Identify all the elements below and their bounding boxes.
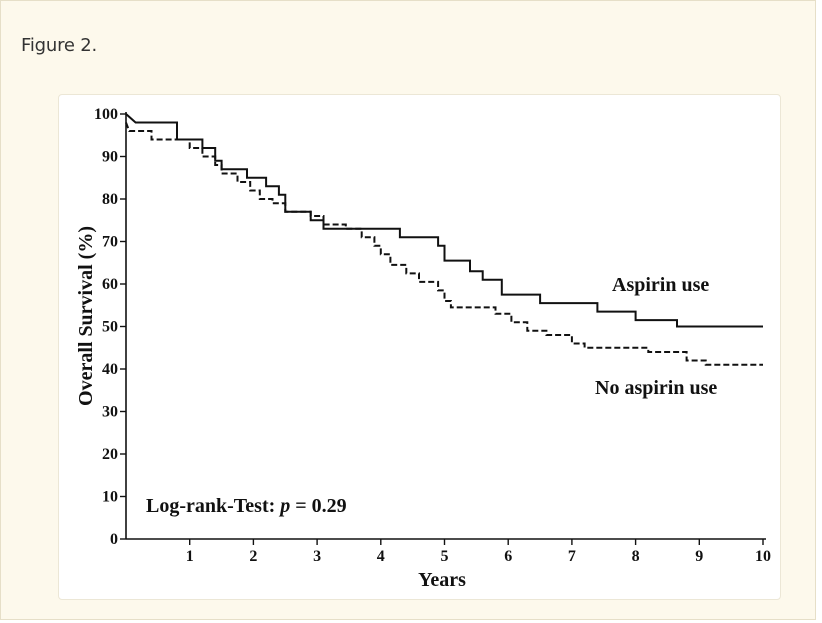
y-tick-label: 60 <box>102 276 118 293</box>
y-tick-label: 10 <box>102 489 118 506</box>
y-tick-label: 100 <box>94 106 118 123</box>
y-tick-label: 70 <box>102 234 118 251</box>
y-tick-label: 80 <box>102 191 118 208</box>
y-tick-label: 0 <box>110 531 118 548</box>
x-tick-label: 9 <box>695 548 703 565</box>
y-tick-label: 90 <box>102 149 118 166</box>
logrank-suffix: = 0.29 <box>290 495 346 517</box>
y-axis-label: Overall Survival (%) <box>75 226 97 406</box>
legend-label-aspirin: Aspirin use <box>612 274 709 296</box>
y-tick-label: 50 <box>102 319 118 336</box>
x-tick-label: 5 <box>441 548 449 565</box>
series-lines <box>125 113 763 366</box>
logrank-annotation: Log-rank-Test: p = 0.29 <box>146 495 347 517</box>
x-tick-label: 7 <box>568 548 576 565</box>
x-tick-label: 3 <box>313 548 321 565</box>
x-tick-label: 6 <box>504 548 512 565</box>
p-symbol: p <box>278 495 290 517</box>
series-line-no-aspirin <box>125 122 763 366</box>
survival-chart: 0 10 20 30 40 50 60 70 80 90 100 1 2 3 4 5 6 7 8 9 10 Overa… <box>75 106 771 591</box>
y-axis-ticks: 0 10 20 30 40 50 60 70 80 90 100 <box>94 106 126 548</box>
x-tick-label: 4 <box>377 548 385 565</box>
x-axis-ticks: 1 2 3 4 5 6 7 8 9 10 <box>186 539 771 565</box>
x-tick-label: 2 <box>249 548 257 565</box>
x-tick-label: 1 <box>186 548 194 565</box>
y-tick-label: 30 <box>102 404 118 421</box>
logrank-prefix: Log-rank-Test: <box>146 495 280 517</box>
x-axis-label: Years <box>418 569 466 591</box>
series-line-aspirin <box>125 113 763 328</box>
x-tick-label: 10 <box>755 548 771 565</box>
x-tick-label: 8 <box>632 548 640 565</box>
figure-caption: Figure 2. <box>21 35 98 56</box>
legend-label-no-aspirin: No aspirin use <box>595 377 717 399</box>
y-tick-label: 40 <box>102 361 118 378</box>
chart-card <box>58 94 781 600</box>
y-tick-label: 20 <box>102 446 118 463</box>
